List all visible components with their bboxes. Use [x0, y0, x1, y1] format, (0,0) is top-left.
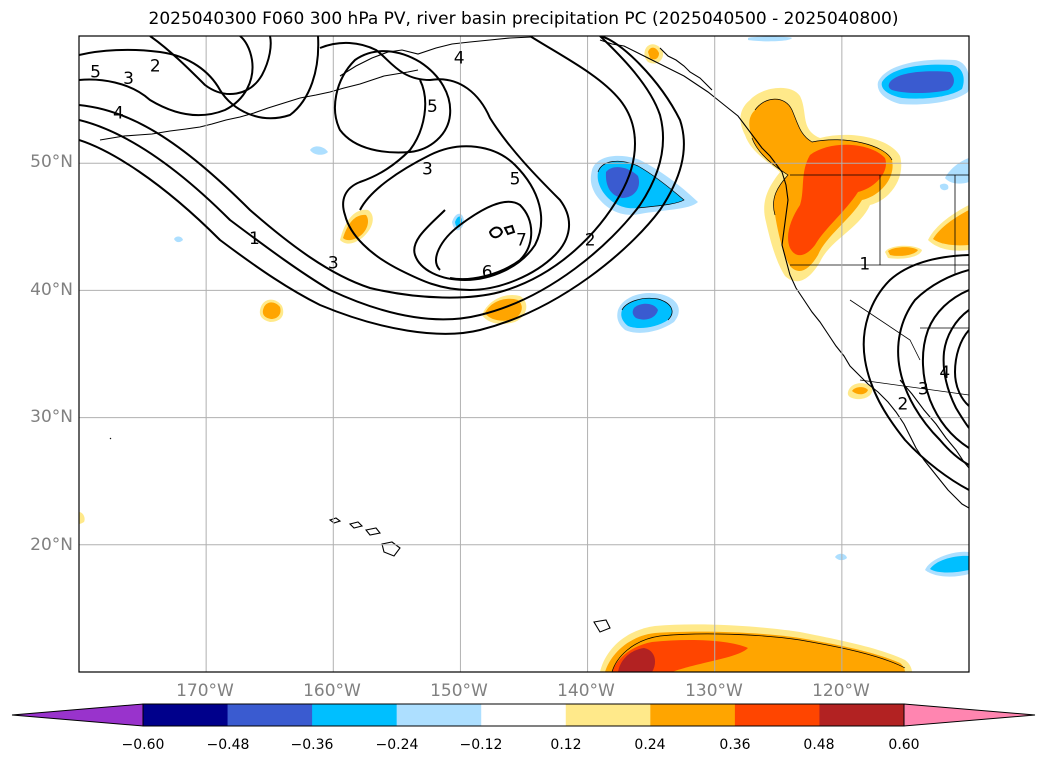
lon-label-160w: 160°W [303, 681, 361, 701]
contour-label: 1 [249, 229, 260, 249]
contour-label: 3 [918, 379, 929, 399]
contour-label: 5 [427, 97, 438, 117]
contour-label: 2 [585, 231, 596, 251]
colorbar-label-036: 0.36 [719, 737, 751, 753]
lon-label-130w: 130°W [685, 681, 743, 701]
contour-label: 2 [897, 395, 908, 415]
colorbar-cell [734, 704, 820, 726]
colorbar-label-060: 0.60 [888, 737, 920, 753]
contour-label: 5 [90, 63, 101, 83]
precip-positive-shading [79, 44, 969, 672]
colorbar-cell [396, 704, 482, 726]
colorbar-cell [650, 704, 736, 726]
colorbar-cells [143, 704, 905, 726]
colorbar-cell [143, 704, 229, 726]
contour-label: 7 [516, 231, 527, 251]
colorbar-label-012: 0.12 [550, 737, 582, 753]
lat-label-20n: 20°N [30, 535, 73, 555]
lat-label-40n: 40°N [30, 280, 73, 300]
contour-label: 4 [454, 49, 465, 69]
colorbar-extend-low [11, 703, 144, 727]
gridlines [79, 36, 969, 672]
colorbar-label-neg060: −0.60 [121, 737, 165, 753]
lon-label-170w: 170°W [176, 681, 234, 701]
colorbar-label-neg048: −0.48 [206, 737, 250, 753]
colorbar-cell [819, 704, 905, 726]
colorbar-label-048: 0.48 [803, 737, 835, 753]
lon-label-150w: 150°W [430, 681, 488, 701]
colorbar-label-024: 0.24 [634, 737, 666, 753]
colorbar-label-neg036: −0.36 [290, 737, 334, 753]
colorbar-cell [312, 704, 398, 726]
lat-label-50n: 50°N [30, 152, 73, 172]
colorbar-label-neg024: −0.24 [375, 737, 419, 753]
colorbar-cell [227, 704, 313, 726]
contour-label: 5 [510, 169, 521, 189]
contour-label: 3 [328, 253, 339, 273]
pv-contours [79, 36, 969, 491]
contour-label: 6 [482, 262, 493, 282]
map-frame [78, 35, 970, 673]
contour-label: 1 [859, 255, 870, 275]
colorbar-cell [565, 704, 651, 726]
lon-label-140w: 140°W [557, 681, 615, 701]
lon-label-120w: 120°W [812, 681, 870, 701]
contour-label: 3 [422, 159, 433, 179]
precip-negative-shading [174, 36, 969, 577]
lat-label-30n: 30°N [30, 407, 73, 427]
contour-label: 4 [113, 103, 124, 123]
contour-label: 2 [150, 56, 161, 76]
colorbar-extend-high [903, 703, 1036, 727]
colorbar [11, 703, 1036, 727]
borders [790, 174, 969, 396]
coastlines [99, 36, 969, 633]
contour-label: 3 [123, 69, 134, 89]
map-title: 2025040300 F060 300 hPa PV, river basin … [148, 9, 899, 29]
colorbar-cell [481, 704, 567, 726]
contour-label: 4 [939, 363, 950, 383]
colorbar-frame [142, 703, 905, 727]
colorbar-label-neg012: −0.12 [459, 737, 503, 753]
